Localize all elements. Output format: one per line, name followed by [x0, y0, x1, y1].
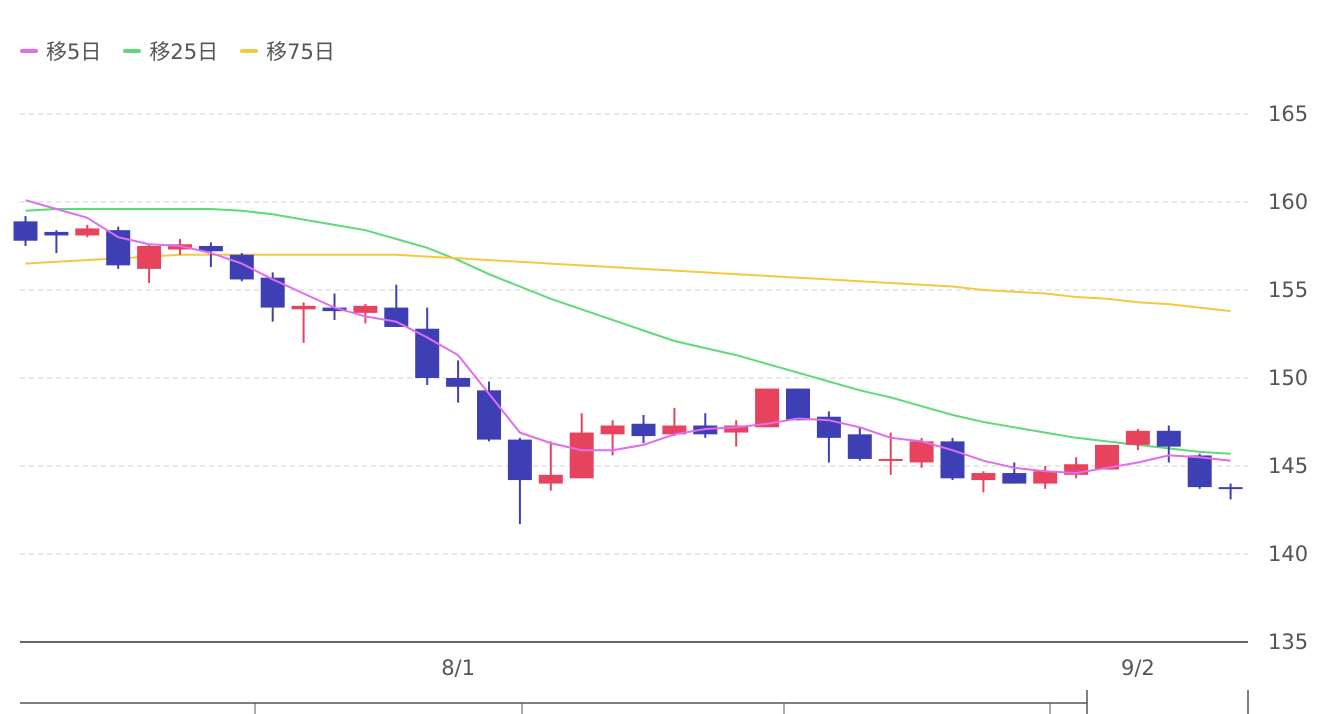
series-line-ma25 — [25, 208, 1231, 455]
legend-label-ma25: 移25日 — [149, 40, 219, 64]
candle-body — [631, 423, 656, 437]
candle-body — [322, 307, 347, 312]
y-tick-label: 160 — [1268, 190, 1308, 214]
candle-body — [538, 474, 563, 484]
series-line-ma75 — [25, 253, 1231, 313]
y-tick-label: 155 — [1268, 278, 1308, 302]
candle-body — [662, 425, 687, 435]
candle-body — [1156, 430, 1181, 447]
candle-body — [1187, 455, 1212, 488]
candle-layer — [13, 199, 1243, 525]
candle-body — [1125, 430, 1150, 445]
legend-label-ma5: 移5日 — [46, 40, 102, 64]
legend-item-ma25[interactable]: 移25日 — [123, 36, 218, 66]
candle-body — [44, 231, 69, 236]
candle-body — [415, 328, 440, 378]
candle-body — [909, 441, 934, 463]
legend-swatch-ma75 — [240, 49, 259, 53]
candle-body — [971, 473, 996, 481]
candle-body — [600, 425, 625, 435]
candle-body — [106, 230, 131, 266]
candle-body — [1033, 471, 1058, 484]
series-line-ma5 — [25, 199, 1231, 475]
grid-layer — [20, 113, 1248, 555]
candle-body — [291, 305, 316, 310]
candle-body — [446, 378, 471, 387]
candle-body — [878, 458, 903, 461]
legend-item-ma75[interactable]: 移75日 — [240, 36, 335, 66]
y-tick-label: 165 — [1268, 102, 1308, 126]
legend-swatch-ma5 — [20, 49, 38, 53]
candle-body — [1064, 464, 1089, 475]
candle-body — [847, 434, 872, 459]
candle-body — [75, 228, 100, 236]
candle-body — [786, 388, 810, 421]
candle-body — [477, 390, 501, 440]
chart-legend: 移5日 移25日 移75日 — [20, 36, 335, 66]
candle-body — [507, 439, 532, 481]
candle-body — [755, 388, 780, 428]
x-tick-label: 8/1 — [441, 656, 475, 680]
candle-body — [137, 246, 162, 269]
candle-body — [353, 305, 378, 313]
legend-label-ma75: 移75日 — [266, 40, 335, 64]
moving-average-layer — [25, 208, 1231, 455]
y-tick-label: 150 — [1268, 366, 1308, 390]
candle-body — [1002, 473, 1027, 484]
candle-body — [724, 425, 749, 433]
y-tick-label: 140 — [1268, 542, 1308, 566]
legend-item-ma5[interactable]: 移5日 — [20, 36, 101, 66]
y-tick-label: 145 — [1268, 454, 1308, 478]
legend-swatch-ma25 — [123, 49, 142, 53]
candle-body — [13, 221, 38, 241]
candle-body — [198, 246, 223, 252]
candle-body — [384, 307, 409, 327]
candle-body — [569, 432, 594, 479]
candle-body — [1218, 487, 1243, 490]
axis-layer: 165 160 155 150 145 140 135 8/1 9/2 — [20, 102, 1308, 714]
y-tick-label: 135 — [1268, 630, 1308, 654]
x-tick-label: 9/2 — [1121, 656, 1155, 680]
